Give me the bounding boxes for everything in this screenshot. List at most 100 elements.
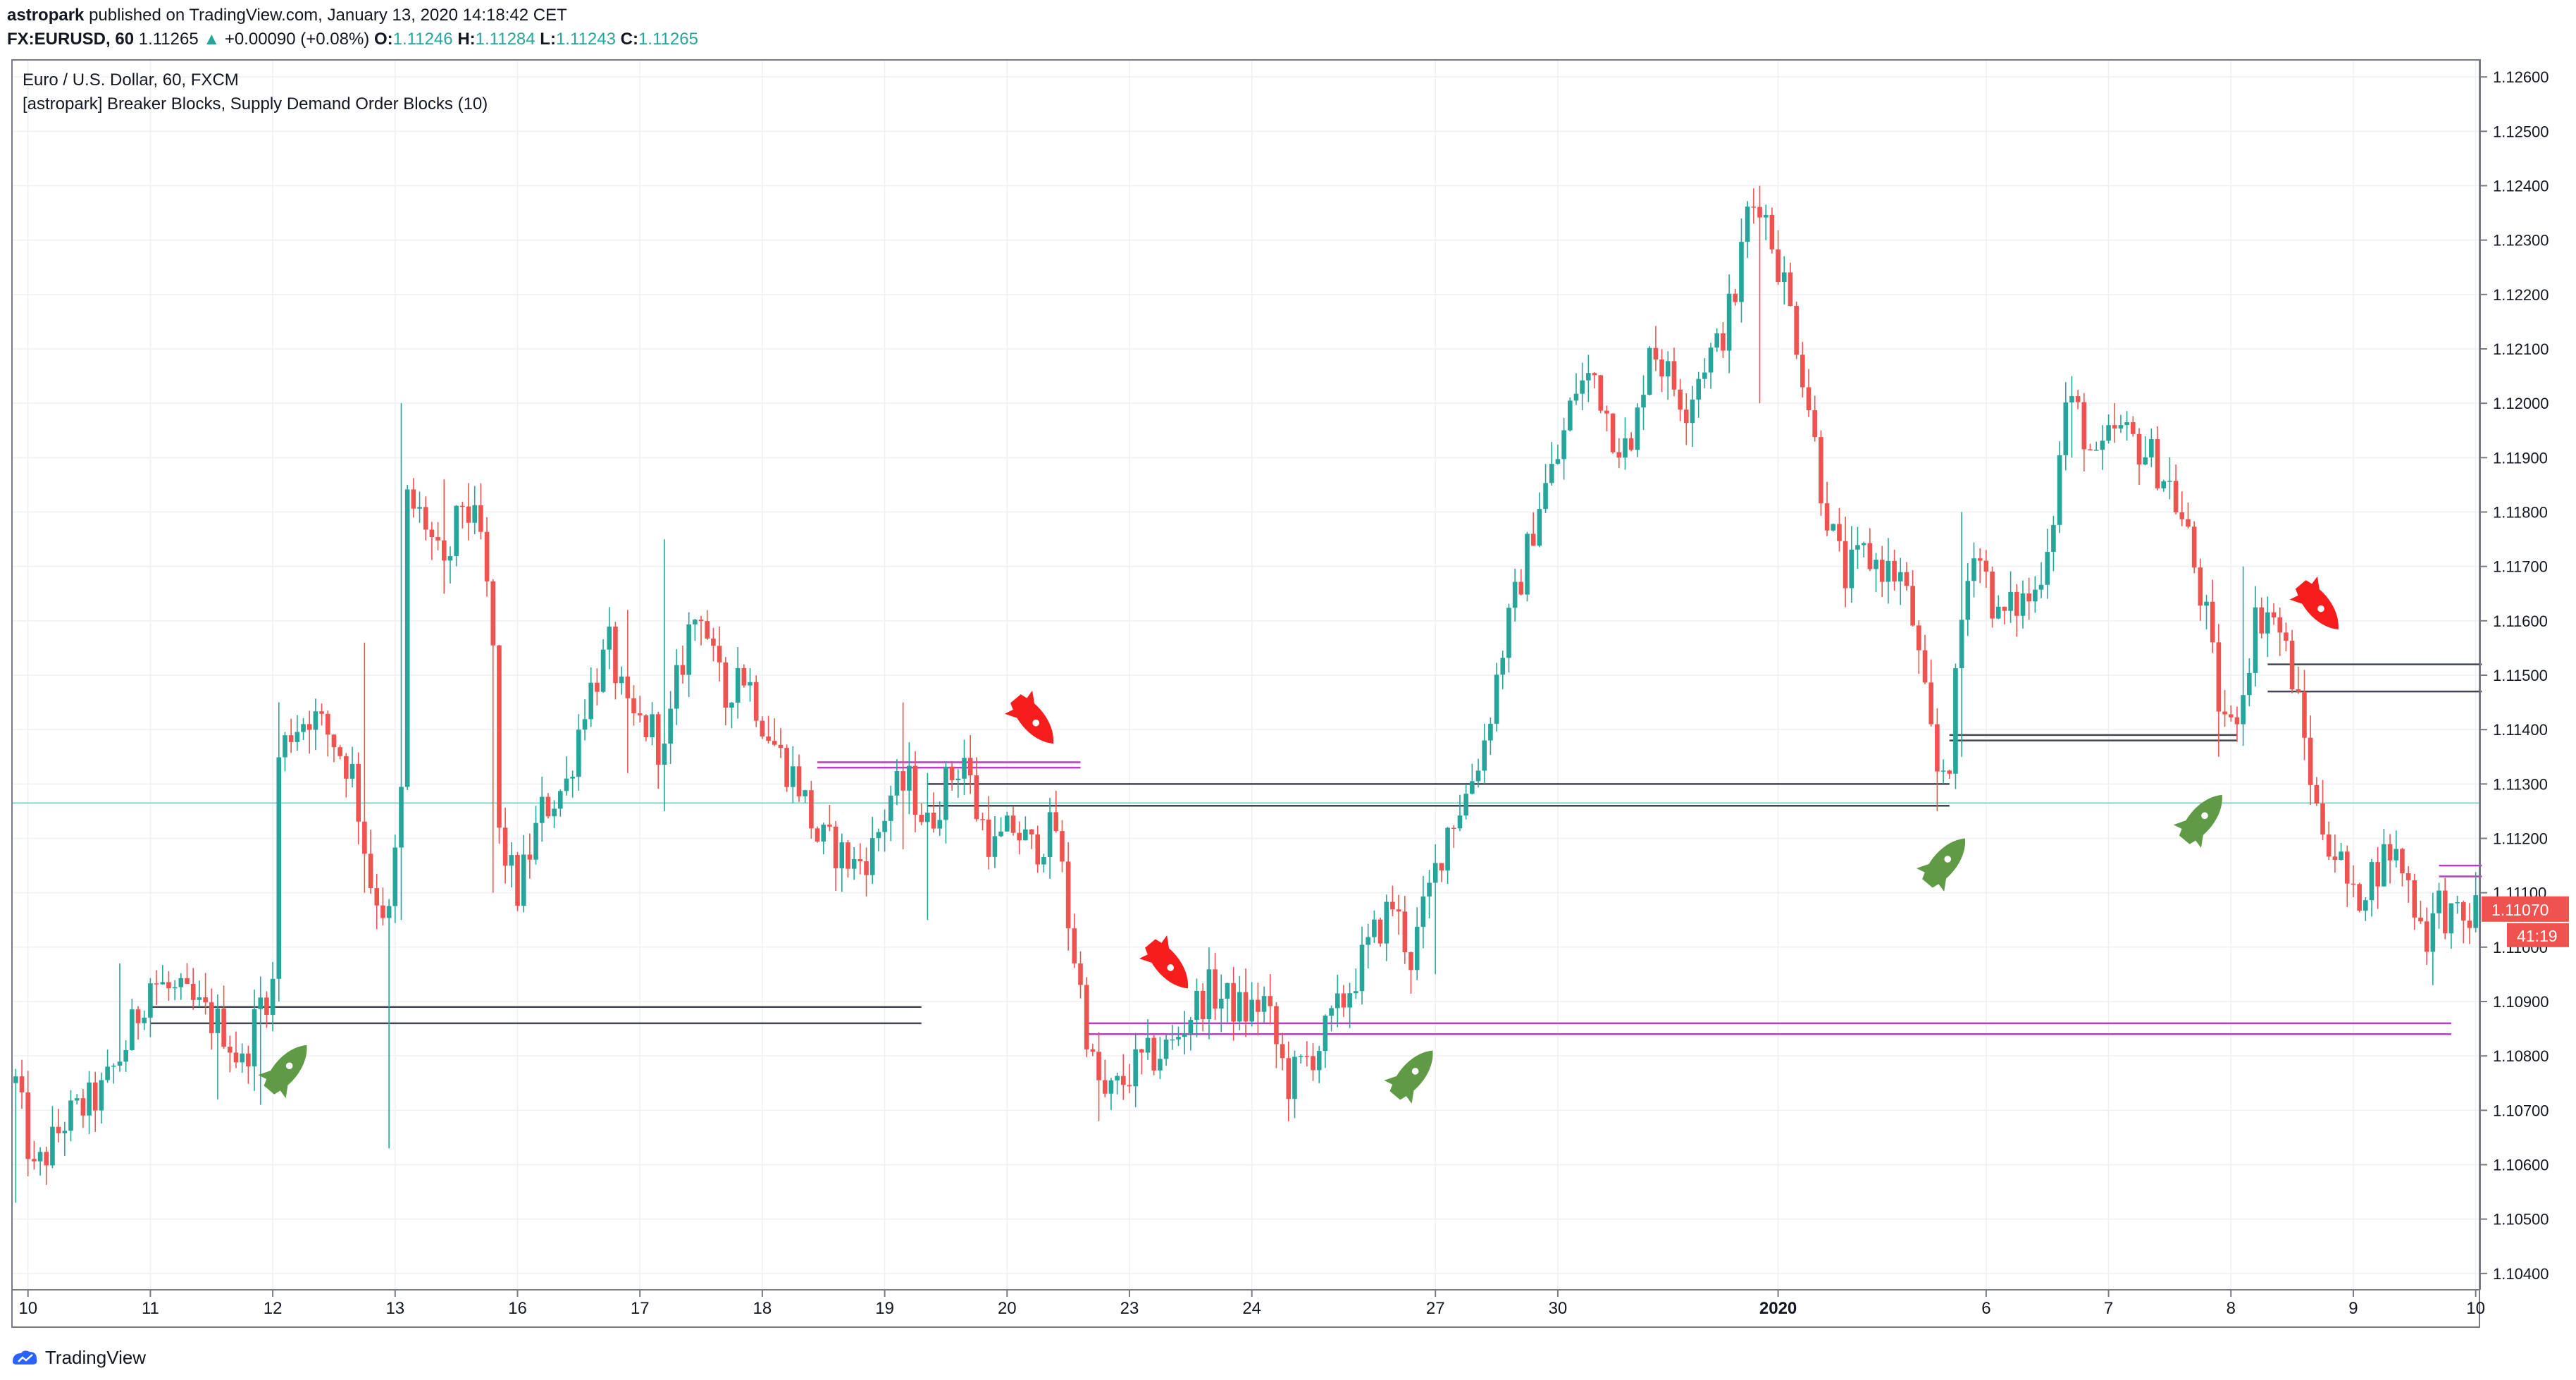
candle [185, 963, 190, 985]
candle-body [2149, 439, 2154, 457]
candle-body [1218, 999, 1224, 1009]
candle [705, 610, 710, 640]
candle-body [2412, 880, 2417, 918]
candle [1377, 917, 1383, 947]
candle [2400, 847, 2405, 887]
candle [1696, 371, 1701, 418]
candle [839, 833, 845, 892]
candle [2302, 670, 2307, 760]
instrument-title[interactable]: Euro / U.S. Dollar, 60, FXCM [23, 70, 239, 90]
candle [1659, 349, 1664, 393]
candle-body [1690, 399, 1695, 424]
candle [1641, 375, 1646, 430]
candle-body [404, 489, 410, 787]
indicator-title[interactable]: [astropark] Breaker Blocks, Supply Deman… [23, 94, 488, 113]
time-tick-label: 7 [2104, 1299, 2113, 1318]
candle-body [1971, 558, 1976, 581]
candle-body [1359, 944, 1365, 992]
candle [331, 734, 337, 763]
candle [478, 483, 483, 540]
candle [1573, 373, 1579, 405]
candle [1188, 1016, 1194, 1051]
candle [166, 971, 171, 1001]
candle [912, 751, 918, 832]
candle [2045, 529, 2050, 599]
published-info: published on TradingView.com, January 13… [89, 6, 567, 25]
candle [1751, 188, 1757, 224]
candle [1451, 825, 1456, 849]
candle [13, 1068, 18, 1203]
candle [1690, 386, 1695, 448]
last-price: 1.11265 [138, 30, 199, 49]
candle [2075, 390, 2081, 409]
candle [2106, 414, 2111, 444]
candle-body [1525, 534, 1530, 595]
candle-body [368, 854, 373, 889]
candle [362, 642, 367, 893]
open-value: 1.11246 [392, 30, 453, 49]
candle-body [931, 813, 936, 829]
candle-body [1573, 393, 1579, 401]
candle [25, 1071, 31, 1176]
candle-body [2106, 425, 2111, 441]
candle-body [1885, 560, 1891, 582]
candle [533, 806, 538, 865]
candle-body [1188, 1020, 1194, 1034]
price-tick-label: 1.11900 [2493, 449, 2548, 467]
candle [283, 732, 287, 772]
candle [1445, 827, 1450, 885]
candle [1940, 759, 1946, 784]
candle-body [80, 1098, 86, 1116]
candle-body [1432, 863, 1438, 883]
author-name[interactable]: astropark [7, 6, 85, 25]
candle-body [2369, 862, 2374, 901]
price-tick-label: 1.11700 [2493, 558, 2548, 576]
candle-body [1598, 375, 1604, 411]
candle-body [338, 747, 342, 756]
candle [809, 780, 814, 839]
candle-body [276, 757, 282, 979]
candle-body [864, 861, 869, 875]
candle-body [435, 537, 440, 541]
candle [1879, 546, 1885, 598]
candle [1347, 982, 1352, 1028]
candle [760, 716, 765, 739]
candle [1053, 790, 1059, 833]
candle-body [919, 815, 924, 823]
candle-body [240, 1053, 244, 1063]
candle [2253, 586, 2258, 687]
candle-body [1616, 452, 1622, 458]
candle [680, 646, 686, 684]
price-tick-label: 1.12600 [2493, 68, 2549, 86]
candle [1628, 432, 1634, 452]
price-tick-label: 1.11200 [2493, 830, 2548, 848]
candle-body [735, 667, 741, 703]
candle [2332, 834, 2338, 873]
candle [1408, 951, 1413, 994]
candle-body [2014, 591, 2019, 616]
price-tick-label: 1.12000 [2493, 395, 2549, 412]
candle-body [851, 858, 857, 869]
time-tick-label: 13 [385, 1299, 404, 1318]
candle-body [2375, 862, 2380, 887]
candle-body [711, 639, 716, 646]
candle-body [796, 766, 802, 796]
candle [1512, 568, 1518, 622]
candle-body [2424, 921, 2429, 952]
chart-header: astropark published on TradingView.com, … [7, 4, 2544, 54]
candle-body [1940, 770, 1946, 772]
candle [338, 744, 342, 760]
high-value: 1.11284 [475, 30, 535, 49]
candle-body [741, 667, 747, 686]
candle [2222, 690, 2227, 727]
candle-body [1072, 928, 1077, 963]
candle-body [233, 1052, 239, 1063]
tradingview-brand[interactable]: TradingView [45, 1346, 147, 1368]
grid-layer [13, 61, 2479, 1290]
candle-body [1500, 658, 1506, 675]
candle-body [1329, 1008, 1334, 1016]
candle-body [1396, 909, 1401, 912]
candle [588, 667, 594, 727]
candle-body [2247, 672, 2252, 696]
